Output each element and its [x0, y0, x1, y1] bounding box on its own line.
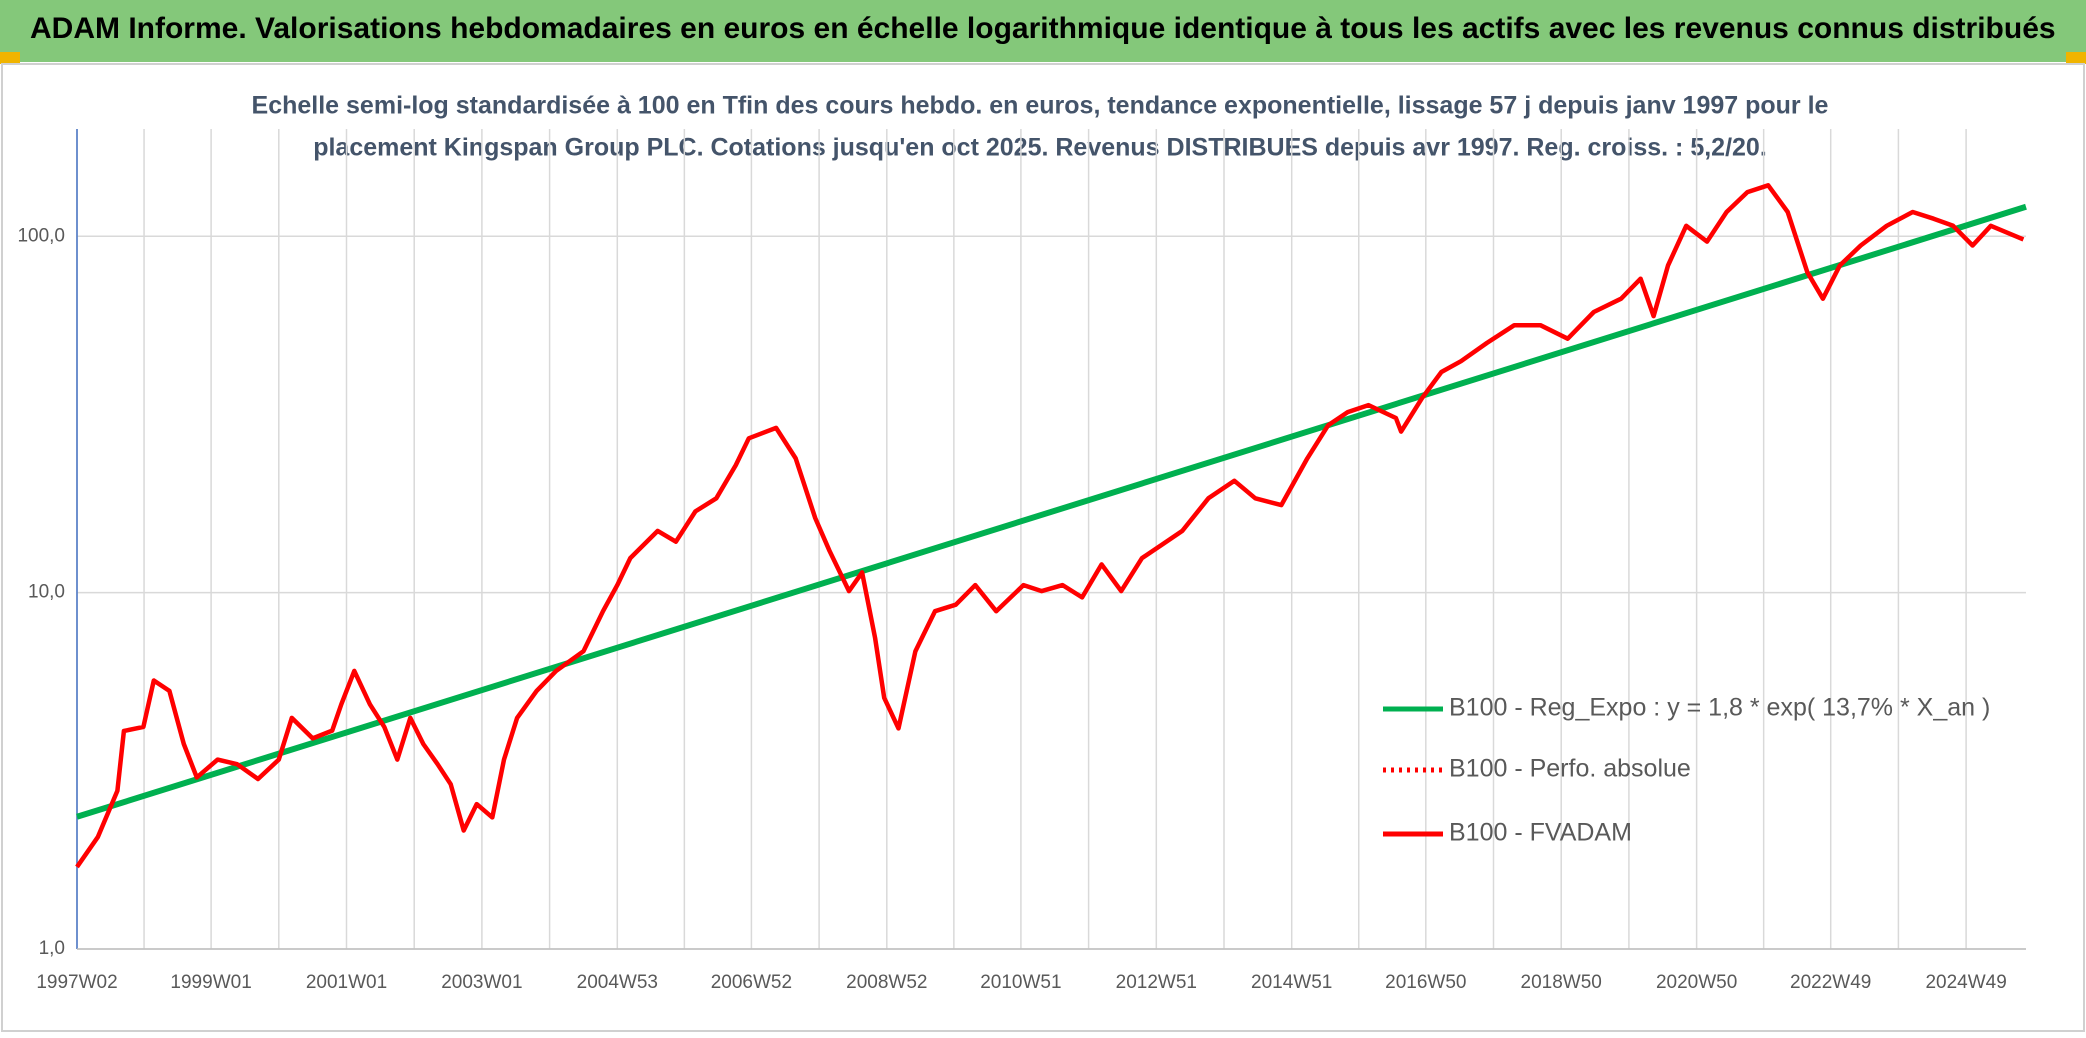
legend: B100 - Reg_Expo : y = 1,8 * exp( 13,7% *…	[1383, 694, 1990, 847]
legend-label: B100 - FVADAM	[1449, 819, 1632, 847]
x-tick-label: 2018W50	[1521, 972, 1602, 993]
series-line	[76, 203, 2027, 820]
x-tick-label: 2010W51	[980, 972, 1061, 993]
x-tick-label: 1997W02	[36, 972, 117, 993]
legend-label: B100 - Perfo. absolue	[1449, 755, 1691, 783]
y-tick-label: 10,0	[28, 582, 65, 603]
subtitle: Echelle semi-log standardisée à 100 en T…	[252, 92, 1829, 120]
x-tick-label: 2006W52	[711, 972, 792, 993]
plot	[75, 183, 2027, 869]
series-line	[75, 183, 2025, 869]
chart-frame	[1, 63, 2085, 1032]
x-tick-label: 2001W01	[306, 972, 387, 993]
legend-label: B100 - Reg_Expo : y = 1,8 * exp( 13,7% *…	[1449, 694, 1990, 722]
x-tick-label: 2022W49	[1790, 972, 1871, 993]
x-tick-label: 1999W01	[170, 972, 251, 993]
corner-right	[2066, 52, 2086, 64]
x-tick-label: 2012W51	[1116, 972, 1197, 993]
title-bar	[0, 0, 2086, 62]
x-tick-label: 2024W49	[1925, 972, 2006, 993]
subtitle: placement Kingspan Group PLC. Cotations …	[313, 134, 1767, 162]
y-tick-label: 1,0	[39, 938, 65, 959]
corner-left	[0, 52, 20, 64]
x-tick-label: 2014W51	[1251, 972, 1332, 993]
x-tick-label: 2020W50	[1656, 972, 1737, 993]
y-tick-label: 100,0	[17, 225, 65, 246]
x-tick-label: 2008W52	[846, 972, 927, 993]
x-tick-label: 2003W01	[441, 972, 522, 993]
chart-title: ADAM Informe. Valorisations hebdomadaire…	[30, 12, 2056, 45]
x-tick-label: 2004W53	[577, 972, 658, 993]
x-tick-label: 2016W50	[1385, 972, 1466, 993]
